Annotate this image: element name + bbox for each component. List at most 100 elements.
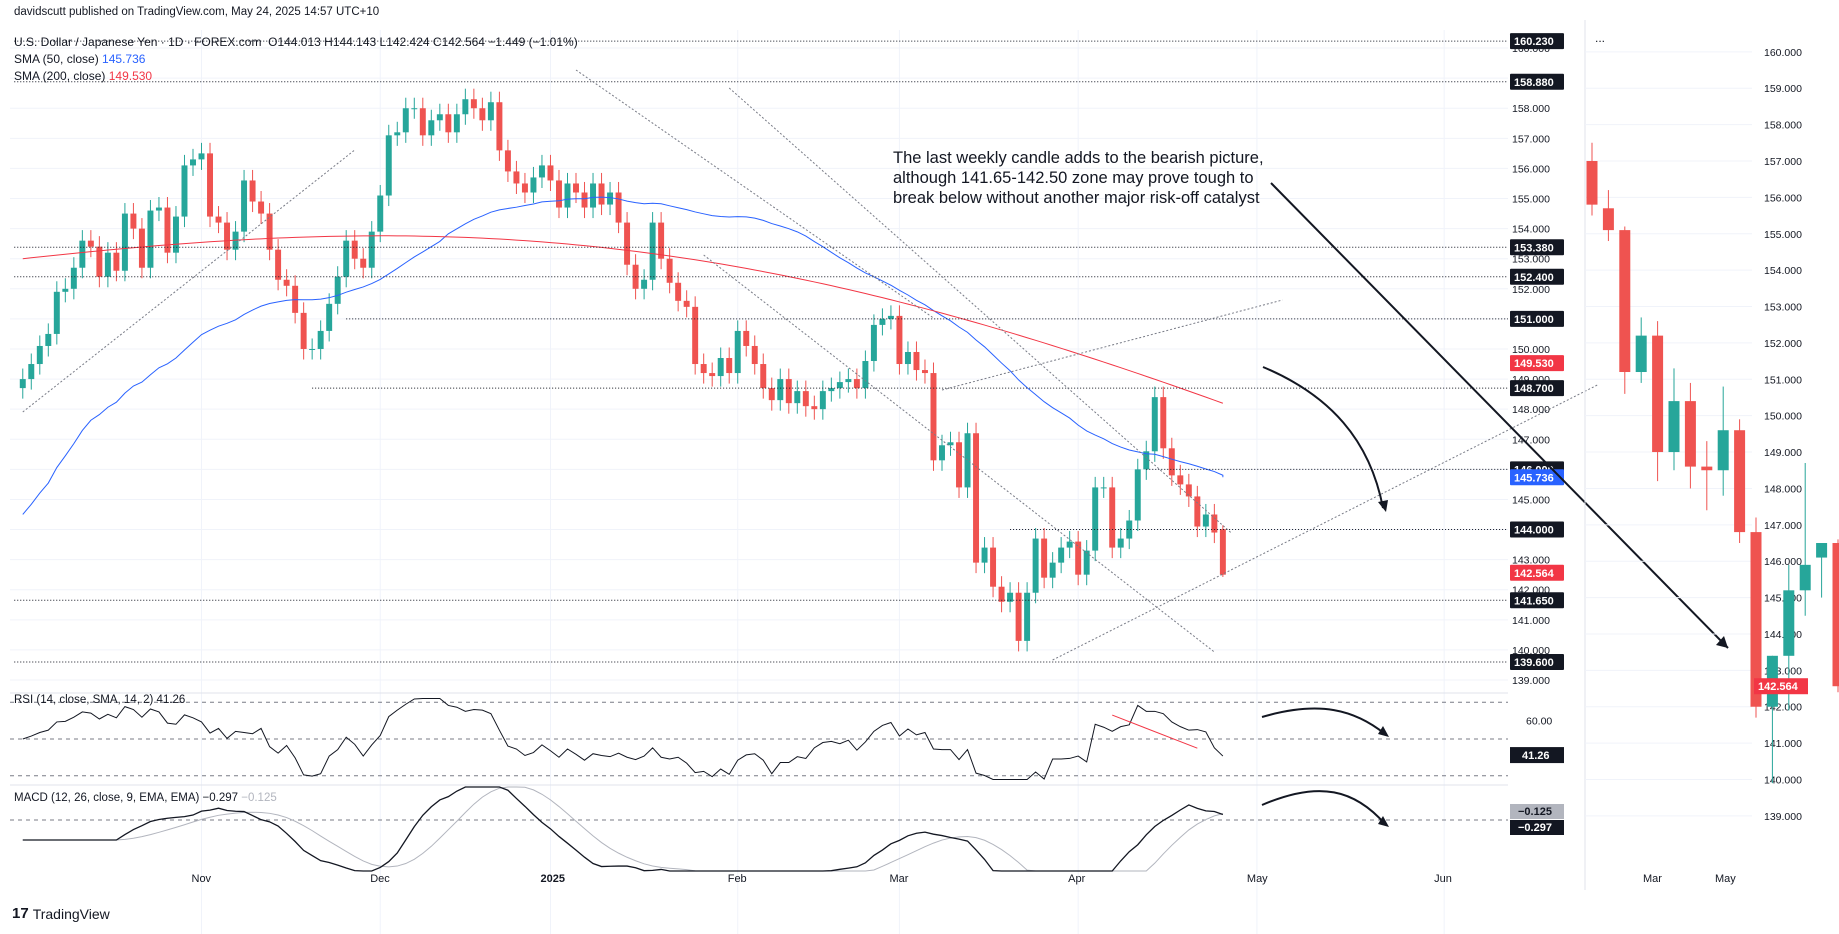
rsi-value-box xyxy=(1510,747,1564,764)
candle-body xyxy=(45,333,52,346)
inset-last-price-box xyxy=(1754,678,1808,695)
candle-body xyxy=(130,213,137,229)
candle-body xyxy=(258,201,265,214)
macd-label: MACD (12, 26, close, 9, EMA, EMA) xyxy=(14,792,200,804)
weekly-candle-body xyxy=(1701,466,1713,471)
candle-body xyxy=(1134,469,1141,521)
candle-body xyxy=(581,192,588,208)
candle-body xyxy=(1168,448,1175,476)
symbol-name: U.S. Dollar / Japanese Yen · 1D · FOREX.… xyxy=(14,35,262,49)
candle-body xyxy=(590,183,597,208)
price-axis-tick: 150.000 xyxy=(1512,344,1550,356)
sma200-legend[interactable]: SMA (200, close) 149.530 xyxy=(14,69,152,83)
candle-body xyxy=(760,364,767,389)
sma50-value: 145.736 xyxy=(102,52,146,66)
candle-body xyxy=(1151,397,1158,452)
rsi-legend[interactable]: RSI (14, close, SMA, 14, 2) 41.26 xyxy=(14,694,185,706)
weekly-candle-body xyxy=(1619,230,1631,373)
sma50-legend[interactable]: SMA (50, close) 145.736 xyxy=(14,52,145,66)
candle-body xyxy=(879,318,886,325)
price-label: 158.880 xyxy=(1514,77,1554,89)
price-label-box xyxy=(1510,73,1564,90)
price-label-box xyxy=(1510,380,1564,397)
inset-price-tick: 156.000 xyxy=(1764,192,1802,204)
candle-body xyxy=(496,102,503,151)
candle-body xyxy=(768,388,775,401)
price-axis-tick: 145.000 xyxy=(1512,494,1550,506)
candle-body xyxy=(428,120,435,136)
candle-body xyxy=(53,291,60,334)
price-label: 153.380 xyxy=(1514,242,1554,254)
inset-price-tick: 147.000 xyxy=(1764,520,1802,532)
macd-legend[interactable]: MACD (12, 26, close, 9, EMA, EMA) −0.297… xyxy=(14,792,277,804)
candle-body xyxy=(1058,547,1065,563)
candle-body xyxy=(360,258,367,268)
candle-body xyxy=(521,183,528,193)
price-axis-tick: 158.000 xyxy=(1512,103,1550,115)
candle-body xyxy=(453,114,460,133)
candle-body xyxy=(283,279,290,286)
trend-line xyxy=(22,149,356,413)
inset-price-tick: 139.000 xyxy=(1764,811,1802,823)
time-axis-label: Feb xyxy=(728,873,747,885)
candle-body xyxy=(1117,538,1124,548)
rsi-value: 41.26 xyxy=(156,694,186,706)
inset-price-tick: 150.000 xyxy=(1764,411,1802,423)
inset-price-tick: 155.000 xyxy=(1764,229,1802,241)
candle-body xyxy=(853,379,860,389)
macd-value: −0.297 xyxy=(202,792,239,804)
candle-body xyxy=(836,382,843,389)
candle-body xyxy=(1075,541,1082,575)
candle-body xyxy=(666,258,673,283)
candle-body xyxy=(172,216,179,253)
tradingview-logo[interactable]: 17 TradingView xyxy=(12,905,110,922)
weekly-candle-body xyxy=(1734,430,1746,533)
price-label-box xyxy=(1510,653,1564,670)
price-axis-tick: 154.000 xyxy=(1512,224,1550,236)
weekly-menu-dots[interactable]: ... xyxy=(1595,31,1606,45)
support-resistance-levels xyxy=(14,40,1508,663)
candle-body xyxy=(939,445,945,461)
time-axis-label: Jun xyxy=(1434,873,1452,885)
candle-body xyxy=(870,324,877,362)
candle-body xyxy=(1202,514,1209,527)
annotation-arrow-line xyxy=(1270,182,1729,649)
candle-body xyxy=(300,312,307,349)
price-label: 139.600 xyxy=(1514,657,1554,669)
price-label-box xyxy=(1510,521,1564,538)
candle-body xyxy=(896,315,903,365)
macd-value-box xyxy=(1510,820,1564,835)
trend-line xyxy=(941,299,1283,391)
candle-body xyxy=(785,379,792,404)
candle-body xyxy=(1049,562,1056,578)
candle-body xyxy=(547,165,554,181)
tradingview-logo-icon: 17 xyxy=(12,905,29,922)
trend-lines xyxy=(22,69,1598,661)
inset-price-tick: 145.000 xyxy=(1764,593,1802,605)
price-axis-tick: 148.000 xyxy=(1512,404,1550,416)
candle-body xyxy=(402,108,409,133)
candle-body xyxy=(249,180,256,202)
bearish-annotation: The last weekly candle adds to the beari… xyxy=(893,149,1264,207)
candle-body xyxy=(79,240,86,268)
price-label: 142.564 xyxy=(1514,568,1555,580)
candle-body xyxy=(1143,451,1150,470)
candle-body xyxy=(1066,541,1073,548)
weekly-candle-body xyxy=(1668,401,1680,453)
candle-body xyxy=(556,180,562,208)
candle-body xyxy=(334,276,341,304)
candle-body xyxy=(564,183,571,208)
macd-signal-label: −0.125 xyxy=(1518,806,1552,818)
inset-price-tick: 152.000 xyxy=(1764,338,1802,350)
candle-body xyxy=(1160,397,1167,449)
price-axis-tick: 156.000 xyxy=(1512,163,1550,175)
inset-price-tick: 148.000 xyxy=(1764,483,1802,495)
sma200-value: 149.530 xyxy=(108,69,153,83)
symbol-title: U.S. Dollar / Japanese Yen · 1D · FOREX.… xyxy=(14,35,578,49)
candle-body xyxy=(377,195,384,232)
candle-body xyxy=(241,180,248,232)
candle-body xyxy=(1024,592,1031,641)
candle-body xyxy=(717,358,724,377)
inset-price-tick: 151.000 xyxy=(1764,374,1802,386)
